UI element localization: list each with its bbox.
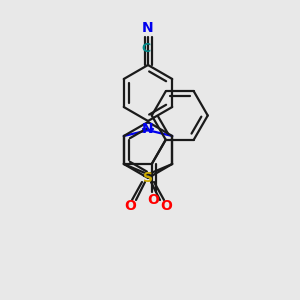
- Text: O: O: [147, 193, 159, 207]
- Text: N: N: [142, 21, 154, 35]
- Text: O: O: [124, 199, 136, 213]
- Text: N: N: [142, 122, 154, 136]
- Text: S: S: [143, 171, 153, 185]
- Text: O: O: [160, 199, 172, 213]
- Text: C: C: [141, 42, 151, 55]
